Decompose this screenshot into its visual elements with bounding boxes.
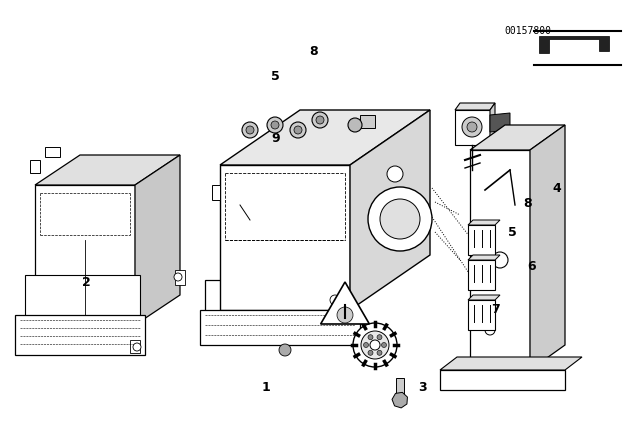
Circle shape <box>312 112 328 128</box>
Polygon shape <box>25 275 140 320</box>
Circle shape <box>242 122 258 138</box>
Text: 6: 6 <box>527 260 536 273</box>
Text: 3: 3 <box>418 381 427 394</box>
Polygon shape <box>468 300 495 330</box>
Circle shape <box>387 166 403 182</box>
Polygon shape <box>45 147 60 157</box>
Polygon shape <box>455 110 490 145</box>
Polygon shape <box>455 103 495 110</box>
Polygon shape <box>540 36 609 53</box>
Text: 2: 2 <box>82 276 91 289</box>
Polygon shape <box>490 103 495 145</box>
Circle shape <box>246 126 254 134</box>
Circle shape <box>353 323 397 367</box>
Polygon shape <box>468 295 500 300</box>
Circle shape <box>368 335 373 340</box>
Circle shape <box>368 350 373 355</box>
Polygon shape <box>15 315 145 355</box>
Text: 1: 1 <box>261 381 270 394</box>
Polygon shape <box>321 282 369 324</box>
Text: 9: 9 <box>271 132 280 146</box>
Polygon shape <box>200 310 360 345</box>
Circle shape <box>337 307 353 323</box>
Circle shape <box>133 343 141 351</box>
Polygon shape <box>35 185 135 325</box>
Polygon shape <box>468 225 495 255</box>
Polygon shape <box>220 110 430 165</box>
Polygon shape <box>35 155 180 185</box>
Circle shape <box>361 331 389 359</box>
Circle shape <box>364 343 369 348</box>
Circle shape <box>377 350 382 355</box>
Text: 7: 7 <box>492 302 500 316</box>
Polygon shape <box>468 260 495 290</box>
Circle shape <box>492 252 508 268</box>
Circle shape <box>271 121 279 129</box>
Text: 8: 8 <box>309 45 318 58</box>
Polygon shape <box>468 255 500 260</box>
Text: 5: 5 <box>508 226 516 240</box>
Polygon shape <box>468 220 500 225</box>
Circle shape <box>370 340 380 350</box>
Text: 5: 5 <box>271 69 280 83</box>
Polygon shape <box>470 150 530 370</box>
Circle shape <box>377 335 382 340</box>
Polygon shape <box>175 270 185 285</box>
Text: 4: 4 <box>552 181 561 195</box>
Text: 00157800: 00157800 <box>504 26 552 36</box>
Circle shape <box>279 344 291 356</box>
Circle shape <box>290 122 306 138</box>
Circle shape <box>462 117 482 137</box>
Circle shape <box>316 116 324 124</box>
Circle shape <box>467 122 477 132</box>
Circle shape <box>294 126 302 134</box>
Polygon shape <box>396 378 404 396</box>
Polygon shape <box>30 160 40 173</box>
Polygon shape <box>350 110 430 310</box>
Polygon shape <box>205 280 355 330</box>
Polygon shape <box>490 113 510 132</box>
Polygon shape <box>440 357 582 370</box>
Circle shape <box>485 325 495 335</box>
Polygon shape <box>220 165 350 310</box>
Polygon shape <box>212 185 220 200</box>
Circle shape <box>174 273 182 281</box>
Polygon shape <box>530 125 565 370</box>
Polygon shape <box>392 392 408 408</box>
Polygon shape <box>360 115 375 128</box>
Polygon shape <box>470 125 565 150</box>
Polygon shape <box>130 340 140 353</box>
Circle shape <box>348 118 362 132</box>
Text: 8: 8 <box>524 197 532 211</box>
Circle shape <box>368 187 432 251</box>
Circle shape <box>267 117 283 133</box>
Polygon shape <box>135 155 180 325</box>
Polygon shape <box>440 370 565 390</box>
Circle shape <box>330 295 340 305</box>
Circle shape <box>381 343 387 348</box>
Circle shape <box>380 199 420 239</box>
